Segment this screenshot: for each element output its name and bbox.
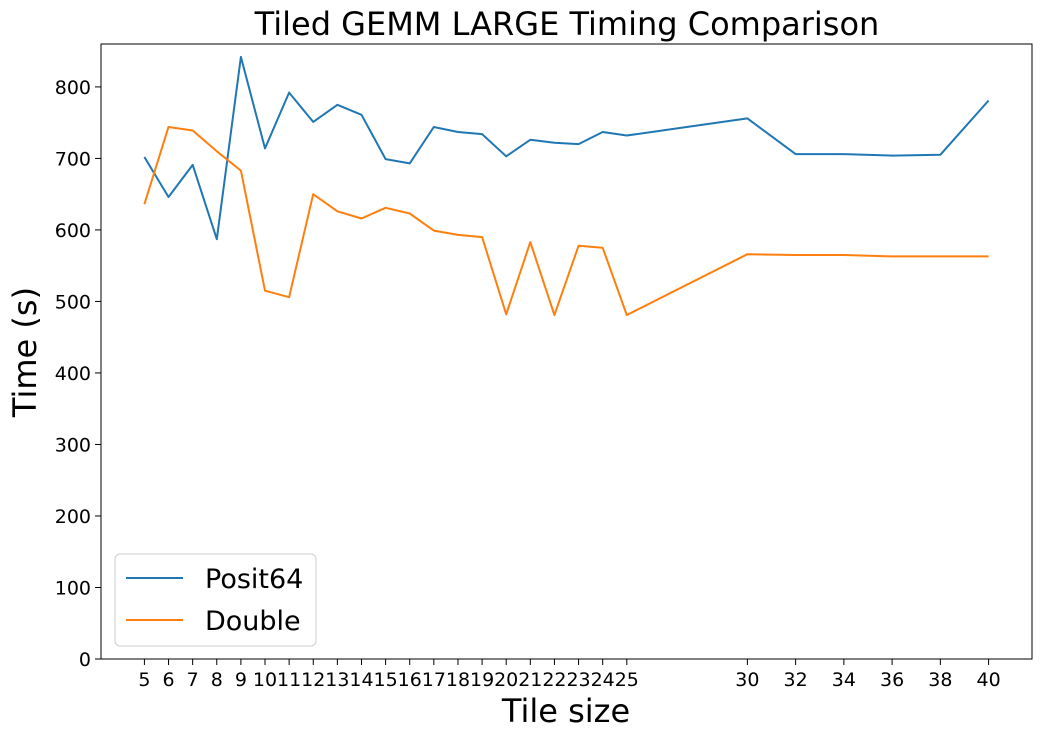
y-tick-label: 300 xyxy=(55,434,91,456)
x-tick-label: 9 xyxy=(235,669,247,691)
x-tick-label: 23 xyxy=(566,669,590,691)
plot-frame xyxy=(100,43,1033,660)
x-tick-label: 38 xyxy=(928,669,952,691)
x-tick-label: 40 xyxy=(976,669,1000,691)
x-axis: 5 6 7 8 9 10 11 12 13 14 15 16 17 18 19 20 21 22 23 24 25 30 3… xyxy=(138,659,1001,691)
y-tick-label: 800 xyxy=(55,77,91,99)
series-layer xyxy=(143,55,990,316)
series-line-double xyxy=(143,126,989,316)
y-axis-title: Time (s) xyxy=(6,287,44,418)
x-tick-label: 8 xyxy=(211,669,223,691)
y-tick-label: 700 xyxy=(55,148,91,170)
x-tick-label: 21 xyxy=(518,669,542,691)
x-tick-label: 14 xyxy=(349,669,373,691)
y-tick-label: 200 xyxy=(55,506,91,528)
x-tick-label: 12 xyxy=(301,669,325,691)
series-line-posit64 xyxy=(143,55,990,241)
x-tick-label: 30 xyxy=(735,669,759,691)
legend: Posit64 Double xyxy=(114,553,317,647)
y-tick-label: 400 xyxy=(55,363,91,385)
legend-label-posit64: Posit64 xyxy=(205,564,303,595)
x-tick-label: 18 xyxy=(446,669,470,691)
y-tick-label: 100 xyxy=(55,577,91,599)
x-tick-label: 10 xyxy=(253,669,277,691)
legend-label-double: Double xyxy=(205,606,301,637)
x-tick-label: 19 xyxy=(470,669,494,691)
x-tick-label: 24 xyxy=(591,669,615,691)
y-tick-label: 500 xyxy=(55,291,91,313)
x-tick-label: 15 xyxy=(374,669,398,691)
x-tick-label: 16 xyxy=(398,669,422,691)
x-tick-label: 13 xyxy=(325,669,349,691)
x-tick-label: 7 xyxy=(187,669,199,691)
x-tick-label: 17 xyxy=(422,669,446,691)
x-tick-label: 32 xyxy=(784,669,808,691)
x-tick-label: 20 xyxy=(494,669,518,691)
x-tick-label: 25 xyxy=(615,669,639,691)
x-tick-label: 22 xyxy=(542,669,566,691)
x-tick-label: 11 xyxy=(277,669,301,691)
y-tick-label: 0 xyxy=(79,649,91,671)
x-tick-label: 34 xyxy=(832,669,856,691)
x-tick-label: 5 xyxy=(138,669,150,691)
x-tick-label: 36 xyxy=(880,669,904,691)
x-axis-title: Tile size xyxy=(501,692,630,730)
chart-title: Tiled GEMM LARGE Timing Comparison xyxy=(254,5,880,43)
y-axis: 0 100 200 300 400 500 600 700 800 xyxy=(55,77,101,671)
y-tick-label: 600 xyxy=(55,220,91,242)
x-tick-label: 6 xyxy=(162,669,174,691)
